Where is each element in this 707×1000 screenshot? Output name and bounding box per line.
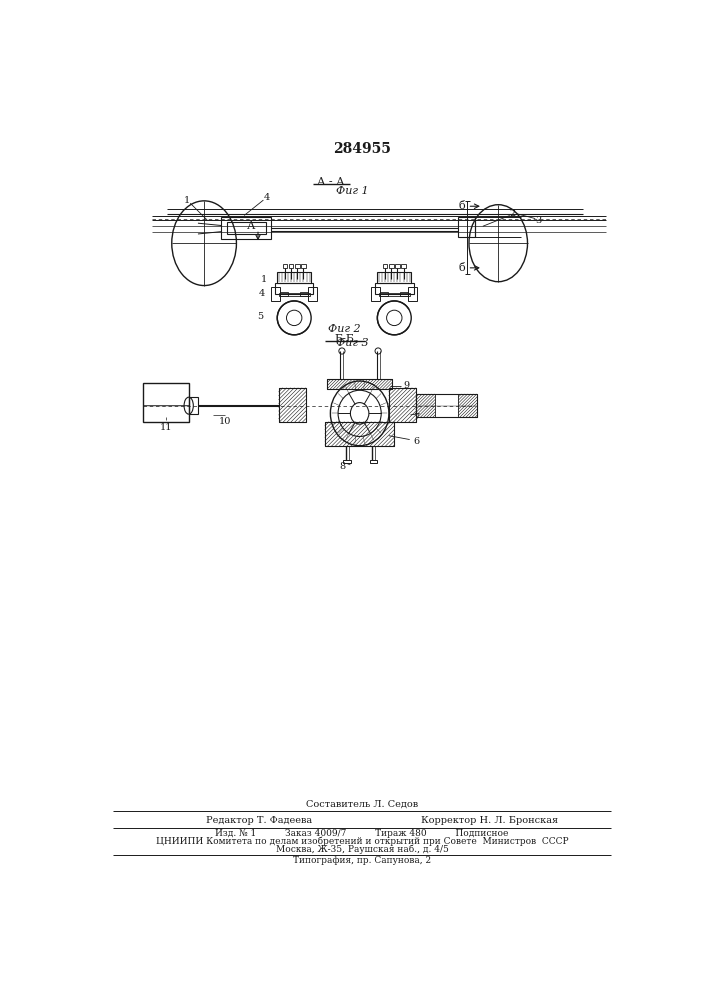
Text: А - А: А - А: [317, 177, 345, 187]
Text: 1: 1: [261, 275, 267, 284]
Bar: [288, 264, 293, 268]
Bar: [327, 379, 392, 389]
Bar: [325, 422, 395, 446]
Text: 5: 5: [257, 312, 264, 321]
Bar: [400, 292, 408, 296]
Text: ЦНИИПИ Комитета по делам изобретений и открытий при Совете  Министров  СССР: ЦНИИПИ Комитета по делам изобретений и о…: [156, 837, 568, 846]
Text: 11: 11: [159, 423, 172, 432]
Text: 8: 8: [339, 462, 346, 471]
Bar: [379, 293, 409, 296]
Text: 6: 6: [414, 437, 420, 446]
Text: 1: 1: [184, 196, 190, 205]
Text: 2: 2: [510, 209, 516, 218]
Text: Составитель Л. Седов: Составитель Л. Седов: [306, 799, 418, 808]
Bar: [416, 394, 435, 417]
Bar: [295, 264, 300, 268]
Bar: [279, 388, 305, 422]
Bar: [371, 287, 380, 301]
Text: б: б: [458, 263, 465, 273]
Text: 7: 7: [414, 413, 420, 422]
Bar: [395, 264, 399, 268]
Text: Фиг 3: Фиг 3: [336, 338, 368, 348]
Bar: [380, 292, 388, 296]
Bar: [227, 222, 266, 234]
Bar: [279, 388, 305, 422]
Bar: [281, 292, 288, 296]
Bar: [325, 422, 395, 446]
Text: А: А: [247, 221, 255, 231]
Text: 10: 10: [218, 417, 231, 426]
Bar: [283, 264, 287, 268]
Bar: [327, 379, 392, 389]
Bar: [382, 264, 387, 268]
Text: Изд. № 1          Заказ 4009/7          Тираж 480          Подписное: Изд. № 1 Заказ 4009/7 Тираж 480 Подписно…: [215, 829, 508, 838]
Bar: [458, 394, 477, 417]
Bar: [416, 394, 477, 417]
Bar: [301, 264, 305, 268]
Bar: [189, 397, 198, 414]
Bar: [279, 293, 310, 296]
Text: 9: 9: [404, 381, 409, 390]
Bar: [375, 283, 414, 294]
Bar: [344, 460, 351, 463]
Bar: [370, 460, 378, 463]
Text: 284955: 284955: [333, 142, 391, 156]
Bar: [389, 388, 416, 422]
Bar: [300, 292, 308, 296]
Text: Фиг 2: Фиг 2: [328, 324, 361, 334]
Bar: [308, 287, 317, 301]
Text: Типография, пр. Сапунова, 2: Типография, пр. Сапунова, 2: [293, 856, 431, 865]
Text: Фиг 1: Фиг 1: [336, 186, 368, 196]
Text: Москва, Ж-35, Раушская наб., д. 4/5: Москва, Ж-35, Раушская наб., д. 4/5: [276, 844, 448, 854]
Text: б: б: [458, 201, 465, 211]
Bar: [458, 217, 475, 237]
Bar: [378, 272, 411, 283]
Text: 4: 4: [263, 193, 269, 202]
Text: 4: 4: [259, 289, 265, 298]
Bar: [389, 264, 394, 268]
Text: Б-Б: Б-Б: [334, 334, 354, 344]
Text: Редактор Т. Фадеева: Редактор Т. Фадеева: [206, 816, 312, 825]
Bar: [271, 287, 281, 301]
Bar: [408, 287, 417, 301]
Text: 3: 3: [535, 216, 542, 225]
Bar: [221, 217, 271, 239]
Bar: [143, 383, 189, 422]
Text: Корректор Н. Л. Бронская: Корректор Н. Л. Бронская: [421, 816, 559, 825]
Bar: [389, 388, 416, 422]
Bar: [277, 272, 311, 283]
Bar: [275, 283, 313, 294]
Bar: [402, 264, 406, 268]
